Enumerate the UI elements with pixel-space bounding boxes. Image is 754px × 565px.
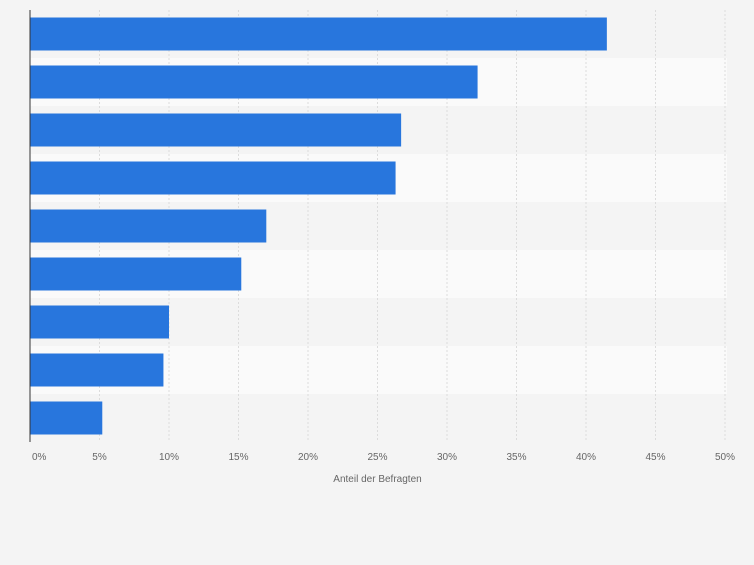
bar[interactable] (30, 113, 402, 147)
x-tick-label: 25% (367, 452, 387, 463)
bar[interactable] (30, 401, 103, 435)
bars (30, 17, 607, 435)
x-tick-label: 5% (92, 452, 107, 463)
x-tick-labels: 0% 5% 10% 15% 20% 25% 30% 35% 40% 45% 50% (32, 452, 735, 463)
bar[interactable] (30, 209, 267, 243)
x-tick-label: 50% (715, 452, 735, 463)
x-tick-label: 15% (228, 452, 248, 463)
bar[interactable] (30, 305, 169, 339)
x-tick-label: 30% (437, 452, 457, 463)
bar[interactable] (30, 161, 396, 195)
x-tick-label: 10% (159, 452, 179, 463)
bar[interactable] (30, 353, 164, 387)
bar[interactable] (30, 17, 607, 51)
x-tick-label: 45% (645, 452, 665, 463)
x-tick-label: 0% (32, 452, 47, 463)
bar[interactable] (30, 65, 478, 99)
x-tick-label: 20% (298, 452, 318, 463)
row-band (30, 394, 727, 442)
x-tick-label: 40% (576, 452, 596, 463)
bar[interactable] (30, 257, 242, 291)
x-axis-label: Anteil der Befragten (333, 474, 421, 485)
x-tick-label: 35% (506, 452, 526, 463)
